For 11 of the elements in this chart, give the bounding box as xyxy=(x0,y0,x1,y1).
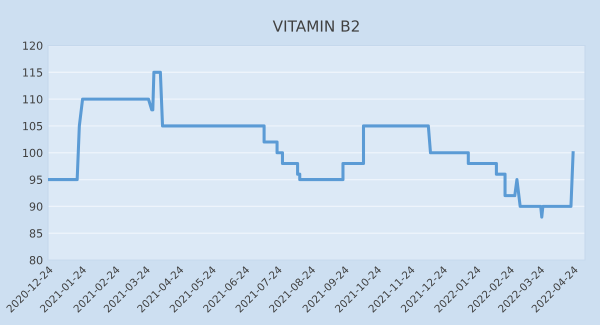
chart-title: VITAMIN B2 xyxy=(272,20,359,32)
y-tick-label: 80 xyxy=(30,256,42,264)
y-tick-label: 95 xyxy=(30,176,42,184)
y-tick-label: 110 xyxy=(23,95,42,104)
y-tick-label: 105 xyxy=(23,122,42,130)
y-tick-label: 120 xyxy=(23,41,42,50)
y-tick-label: 90 xyxy=(30,202,42,211)
y-tick-label: 100 xyxy=(23,148,42,158)
line-series xyxy=(48,70,575,219)
y-tick-label: 85 xyxy=(30,229,42,238)
y-tick-label: 115 xyxy=(23,68,42,77)
